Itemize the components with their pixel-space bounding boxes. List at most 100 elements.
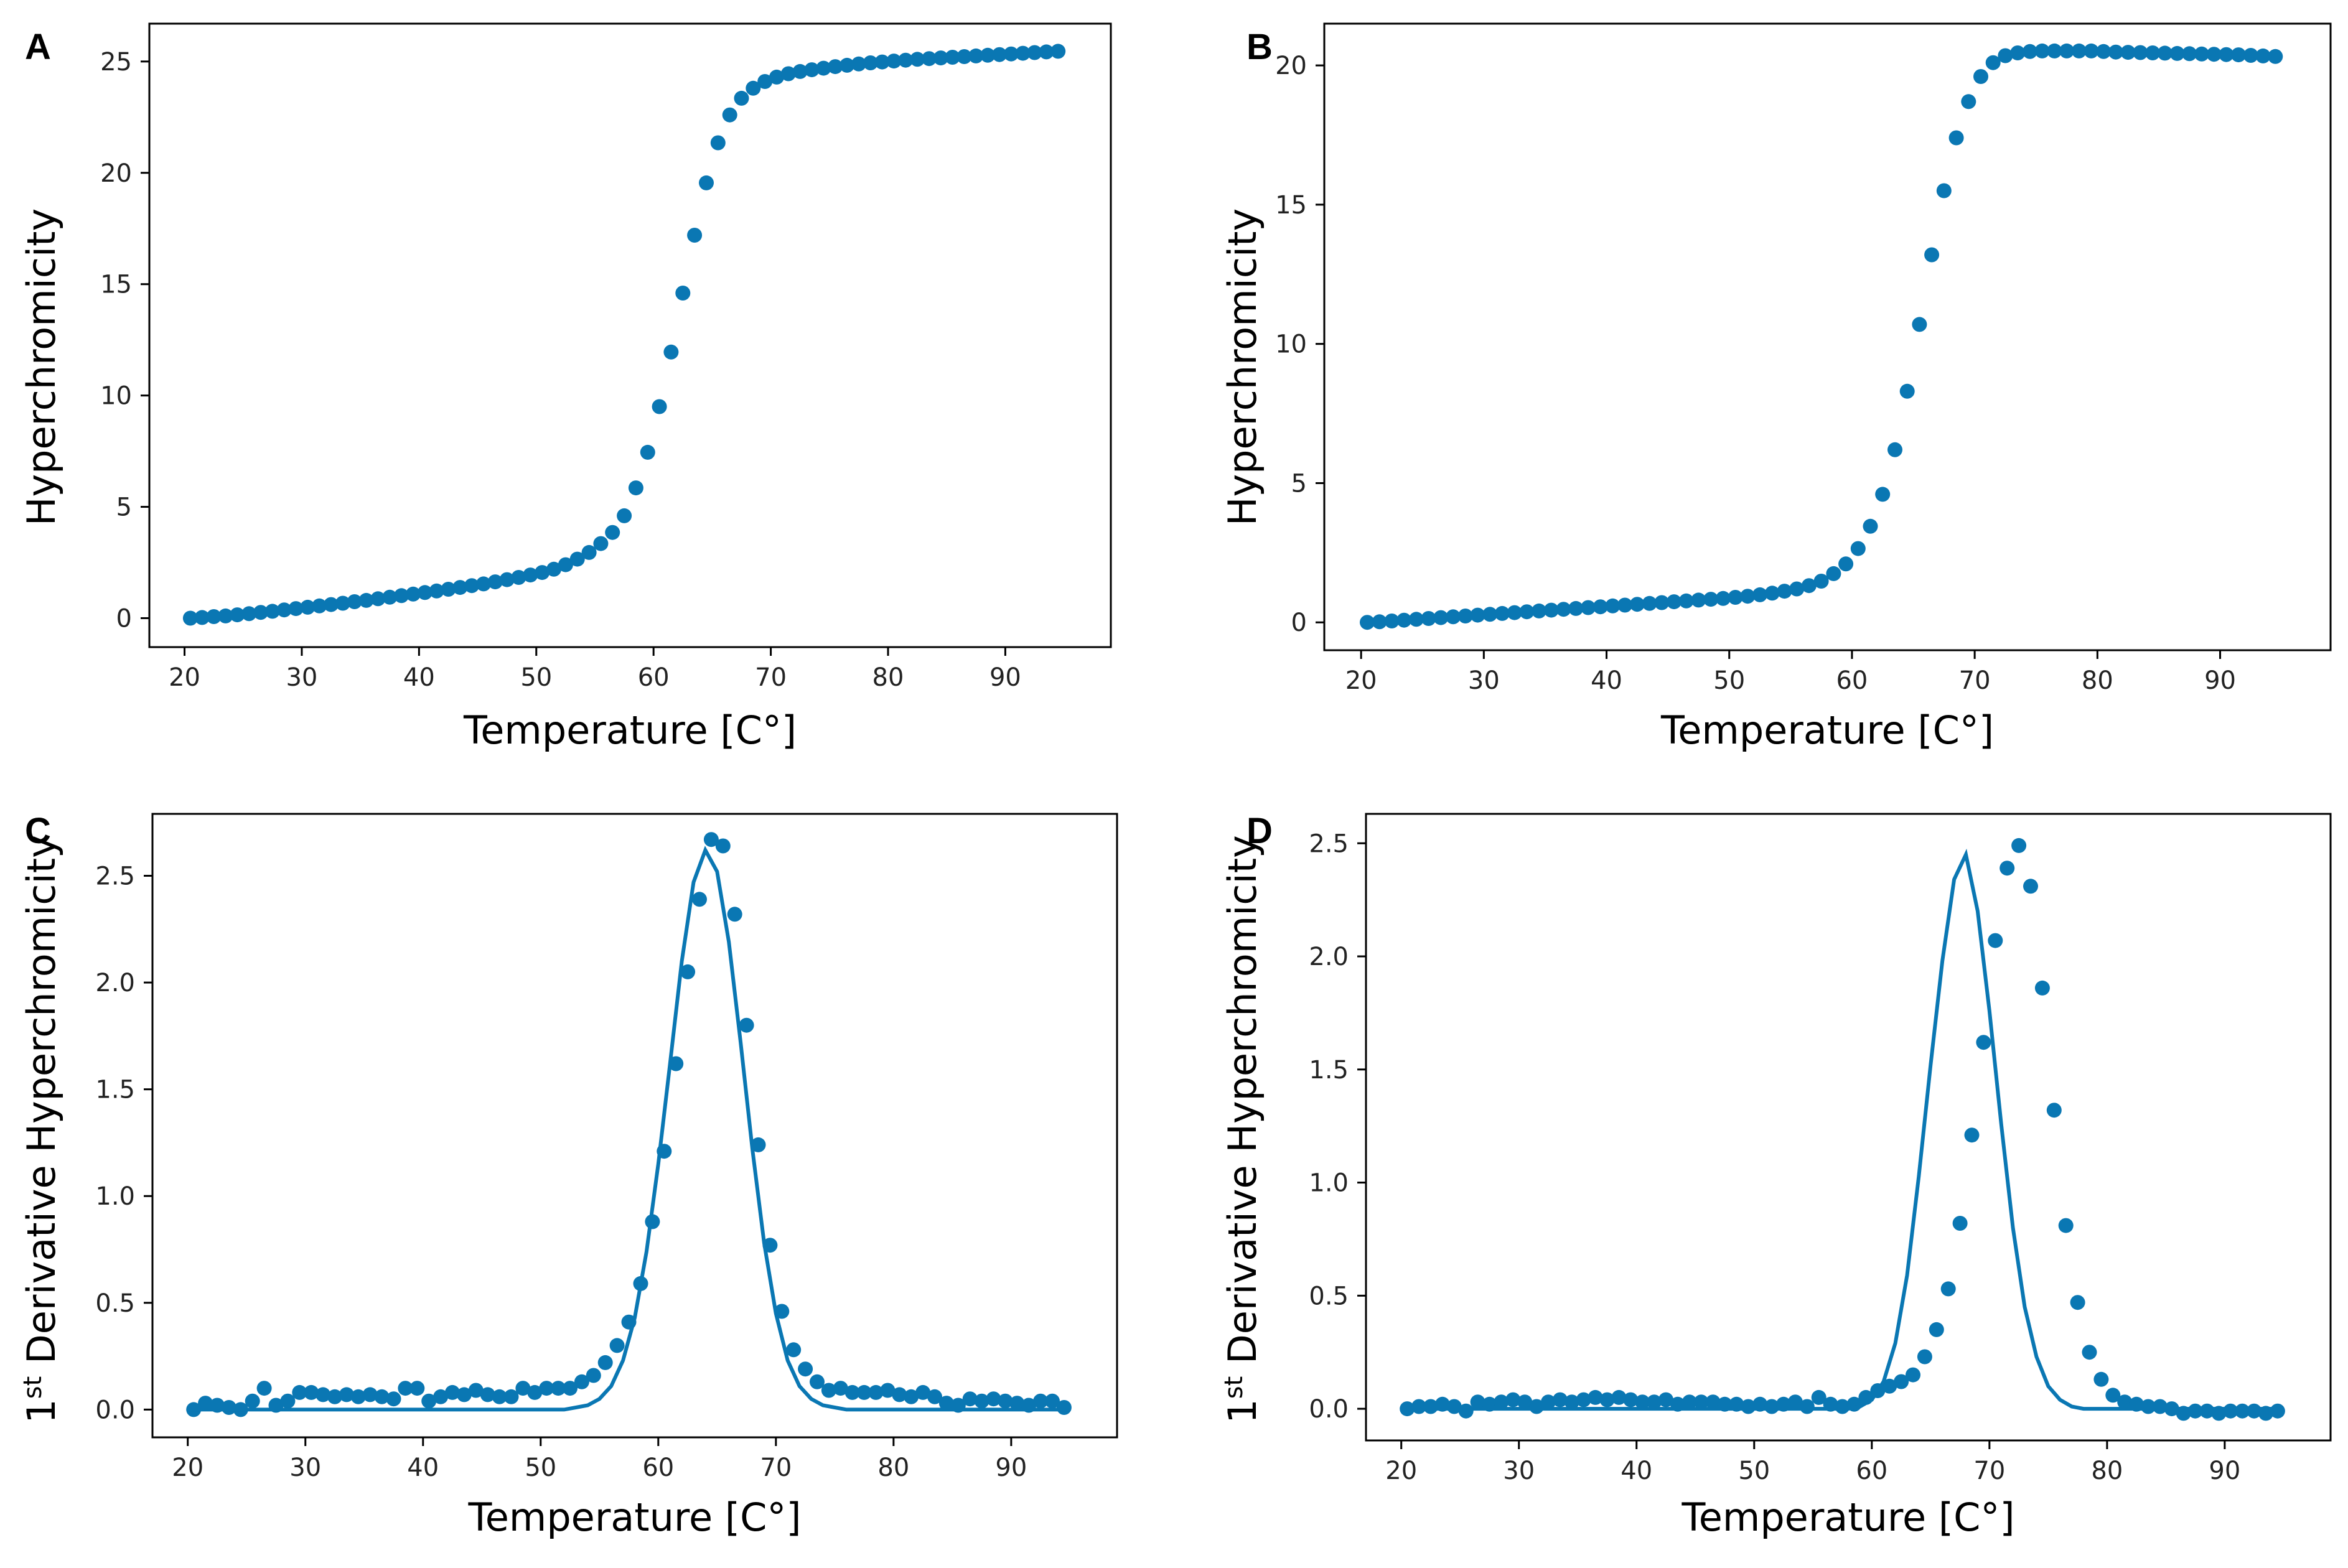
data-point <box>863 55 878 70</box>
data-point <box>1003 46 1019 62</box>
x-axis-label: Temperature [C°] <box>1660 707 1994 753</box>
data-point <box>2047 43 2062 58</box>
panel-label-b: B <box>1246 27 1273 67</box>
data-point <box>1517 1394 1533 1410</box>
data-point <box>1940 1281 1956 1297</box>
y-axis-label: 1st Derivative Hyperchromicity <box>19 835 64 1423</box>
data-point <box>405 586 421 602</box>
data-point <box>1532 603 1547 618</box>
data-point <box>1658 1392 1673 1407</box>
data-point <box>593 536 609 551</box>
data-point <box>1929 1322 1944 1337</box>
data-point <box>198 1396 213 1411</box>
data-point <box>374 1389 390 1404</box>
data-point <box>1906 1367 1920 1383</box>
data-point <box>927 1389 942 1404</box>
data-point <box>2182 46 2197 62</box>
y-tick-label: 1.0 <box>95 1182 135 1211</box>
data-point <box>1599 1392 1615 1407</box>
x-tick-label: 80 <box>877 1454 909 1482</box>
y-tick-label: 20 <box>100 159 132 188</box>
data-point <box>1875 487 1891 502</box>
data-point <box>1728 590 1743 605</box>
data-point <box>1494 605 1510 621</box>
x-axis-label: Temperature [C°] <box>463 707 797 753</box>
x-tick-label: 80 <box>872 663 904 692</box>
data-point <box>2108 44 2123 60</box>
data-point <box>840 57 855 73</box>
y-tick-label: 0.0 <box>1309 1395 1349 1424</box>
data-point <box>1952 1216 1968 1231</box>
data-point <box>386 1391 401 1407</box>
plot-frame <box>148 22 1112 648</box>
data-point <box>1543 602 1559 618</box>
x-axis-label: Temperature [C°] <box>467 1495 801 1540</box>
y-tick-label: 1.0 <box>1309 1169 1349 1198</box>
panel-b: B 20 30 40 50 60 70 80 90 0 5 10 15 20 Temperature [C°… <box>1201 0 2348 784</box>
y-axis-label: Hyperchromicity <box>1220 208 1265 526</box>
data-point <box>1056 1400 1072 1415</box>
data-point <box>710 135 726 151</box>
data-point <box>324 597 339 612</box>
data-point <box>1647 1394 1662 1410</box>
data-point <box>394 588 409 604</box>
y-tick-label: 20 <box>1275 52 1307 80</box>
data-point <box>1027 45 1042 60</box>
x-tick-label: 40 <box>403 663 435 692</box>
data-point <box>1611 1389 1627 1405</box>
data-point <box>245 1393 260 1409</box>
data-point <box>986 1391 1001 1407</box>
data-point <box>844 1384 860 1400</box>
data-point <box>335 595 350 611</box>
data-point <box>1693 1394 1709 1410</box>
y-tick-label: 0.5 <box>95 1289 135 1318</box>
data-point <box>182 610 198 626</box>
data-point <box>1564 1394 1579 1410</box>
data-point <box>1799 1399 1815 1414</box>
data-point <box>441 582 456 597</box>
data-point <box>1372 614 1387 630</box>
data-point <box>456 1387 472 1402</box>
data-point <box>821 1383 836 1398</box>
data-point <box>445 1384 460 1400</box>
data-point <box>1998 48 2013 63</box>
data-point <box>316 1387 331 1402</box>
data-point <box>2082 1345 2097 1360</box>
data-point <box>703 832 719 847</box>
data-point <box>1470 607 1485 623</box>
data-point <box>206 609 222 624</box>
data-point <box>1015 45 1031 61</box>
data-point <box>868 1384 884 1400</box>
data-point <box>464 578 480 594</box>
panel-label-a: A <box>25 27 51 67</box>
data-point <box>539 1381 554 1396</box>
data-point <box>751 1137 766 1152</box>
data-point <box>833 1381 848 1396</box>
data-point <box>2022 44 2037 59</box>
panel-d: D 20 30 40 50 60 70 80 90 0.0 0.5 1.0 1.5 2.0 2.5 Tempe… <box>1201 784 2348 1568</box>
data-point <box>980 47 996 63</box>
data-point <box>2070 1295 2085 1310</box>
data-point <box>652 399 667 414</box>
data-point <box>433 1389 449 1404</box>
data-point <box>2120 45 2136 60</box>
data-point <box>1764 586 1780 601</box>
x-tick-label: 40 <box>1591 666 1622 695</box>
panel-c: C 20 30 40 50 60 70 80 90 0.0 0.5 1.0 1.5 2.0 2.5 Tempe… <box>0 784 1176 1568</box>
data-point <box>1899 383 1915 399</box>
data-point <box>1446 609 1461 625</box>
data-point <box>727 907 742 922</box>
data-point <box>370 591 386 607</box>
data-point <box>2096 44 2112 59</box>
data-point <box>429 583 444 599</box>
data-point <box>1635 1394 1650 1410</box>
data-point <box>468 1383 484 1398</box>
plot-frame <box>151 813 1118 1439</box>
x-tick-label: 40 <box>407 1454 439 1482</box>
data-point <box>276 602 292 618</box>
data-point <box>1912 317 1927 332</box>
data-point <box>851 56 866 72</box>
data-point <box>1593 599 1608 615</box>
x-tick-label: 50 <box>1713 666 1745 695</box>
